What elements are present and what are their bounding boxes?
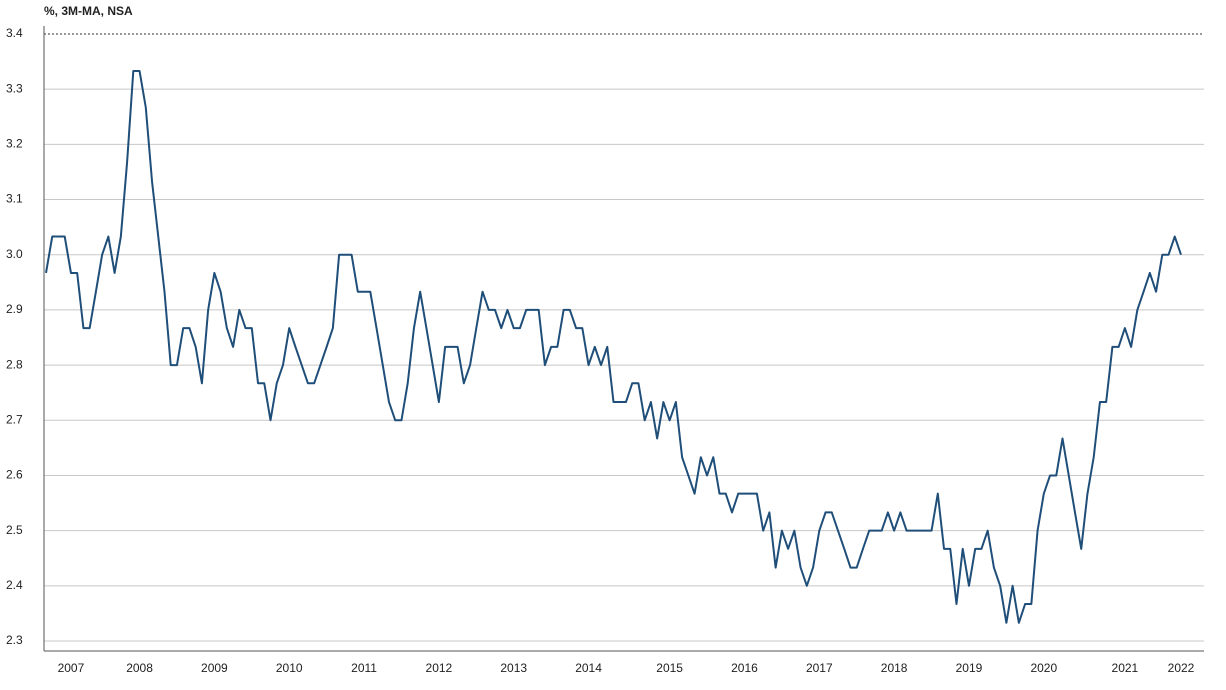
y-tick-label: 2.6 — [6, 468, 23, 482]
y-tick-label: 2.3 — [6, 633, 23, 647]
x-tick-label: 2012 — [426, 661, 453, 675]
y-tick-label: 3.3 — [6, 81, 23, 95]
y-tick-label: 2.5 — [6, 523, 23, 537]
y-tick-label: 2.7 — [6, 412, 23, 426]
x-tick-label: 2022 — [1168, 661, 1195, 675]
x-tick-label: 2016 — [731, 661, 758, 675]
x-tick-label: 2011 — [351, 661, 377, 675]
y-tick-label: 3.0 — [6, 247, 23, 261]
x-tick-label: 2013 — [500, 661, 527, 675]
x-tick-label: 2015 — [656, 661, 683, 675]
y-tick-label: 3.4 — [6, 26, 23, 40]
x-tick-label: 2007 — [58, 661, 85, 675]
x-tick-label: 2009 — [201, 661, 228, 675]
x-tick-label: 2018 — [881, 661, 908, 675]
y-tick-label: 2.4 — [6, 578, 23, 592]
x-tick-label: 2014 — [575, 661, 602, 675]
x-tick-label: 2010 — [276, 661, 303, 675]
data-line — [45, 69, 1182, 624]
y-tick-label: 2.8 — [6, 357, 23, 371]
y-tick-label: 3.2 — [6, 137, 23, 151]
y-tick-label: 2.9 — [6, 302, 23, 316]
x-tick-label: 2008 — [126, 661, 153, 675]
x-tick-label: 2020 — [1030, 661, 1057, 675]
x-tick-label: 2021 — [1112, 661, 1139, 675]
y-tick-label: 3.1 — [6, 192, 23, 206]
x-tick-label: 2017 — [806, 661, 833, 675]
x-tick-label: 2019 — [956, 661, 983, 675]
chart-title: %, 3M-MA, NSA — [44, 4, 133, 18]
